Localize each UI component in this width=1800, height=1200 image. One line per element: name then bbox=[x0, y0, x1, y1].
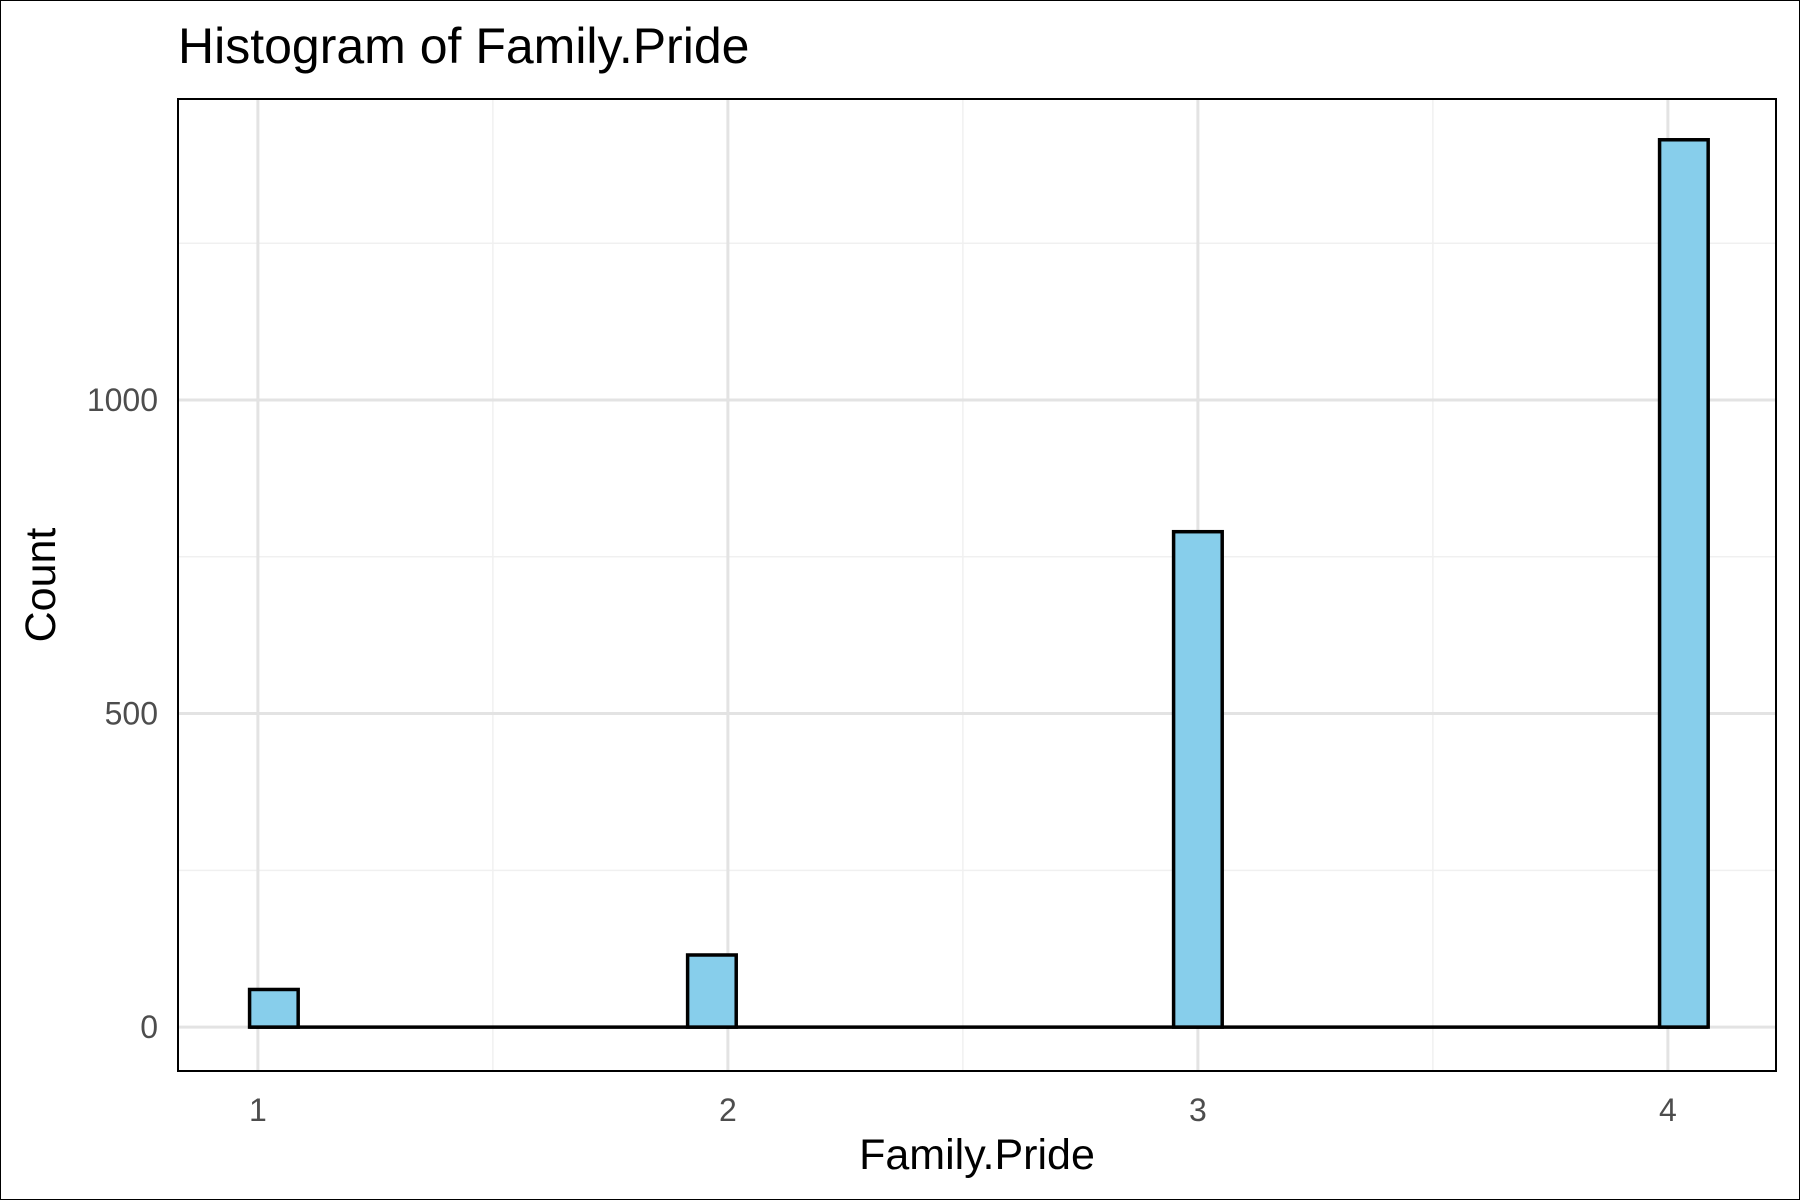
histogram-bar-4 bbox=[1657, 138, 1710, 1029]
histogram-bar-2 bbox=[685, 953, 738, 1029]
x-tick-label: 4 bbox=[1659, 1092, 1677, 1128]
chart-title: Histogram of Family.Pride bbox=[178, 18, 749, 74]
y-tick-label: 500 bbox=[105, 696, 158, 732]
histogram-bar-1 bbox=[247, 987, 300, 1029]
histogram-bar-3 bbox=[1171, 529, 1224, 1029]
y-tick-labels: 0 500 1000 bbox=[87, 382, 158, 1045]
x-tick-label: 3 bbox=[1189, 1092, 1207, 1128]
plot-panel-border bbox=[177, 98, 1777, 1072]
x-tick-label: 1 bbox=[249, 1092, 267, 1128]
x-tick-labels: 1 2 3 4 bbox=[249, 1092, 1677, 1128]
x-axis-title: Family.Pride bbox=[859, 1131, 1095, 1179]
y-axis-title: Count bbox=[17, 528, 65, 643]
grid-layer bbox=[178, 99, 1776, 1071]
y-tick-label: 0 bbox=[140, 1009, 158, 1045]
bar-layer bbox=[247, 138, 1710, 1029]
y-tick-label: 1000 bbox=[87, 382, 158, 418]
x-tick-label: 2 bbox=[719, 1092, 737, 1128]
